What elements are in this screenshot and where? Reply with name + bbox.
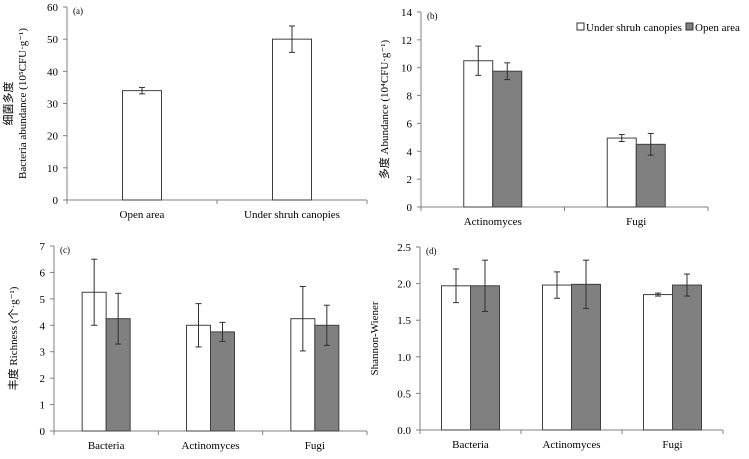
x-tick-label: Actinomyces	[464, 216, 522, 228]
y-tick-label: 3	[40, 347, 46, 359]
y-tick-label: 6	[40, 267, 46, 279]
panel-c: 0 1 2 3 4 5 6 7 Bacteria Actinomyces Fugi (c) 丰度 Ric…	[6, 241, 368, 452]
panel-b: 0 2 4 6 8 10 12 14 Actinomyces Fugi (b) 多度 Abundanc…	[377, 7, 740, 228]
y-axis-label: 细菌多度	[1, 82, 15, 126]
y-tick-label: 8	[407, 91, 413, 103]
y-tick-label: 14	[401, 7, 413, 19]
y-tick-label: 40	[47, 66, 59, 78]
bar	[210, 331, 235, 432]
legend-swatch	[685, 22, 694, 31]
y-axis-label: 多度 Abundance (10⁴CFU·g⁻¹)	[377, 39, 391, 179]
panel-label: (d)	[426, 246, 437, 256]
bar	[492, 70, 523, 208]
y-tick-label: 10	[47, 163, 59, 175]
bar	[463, 60, 494, 208]
panel-label: (a)	[73, 6, 83, 16]
y-tick-label: 1.5	[397, 315, 411, 327]
y-tick-label: 0.0	[397, 425, 411, 437]
y-tick-label: 12	[401, 35, 412, 47]
y-tick-label: 30	[47, 99, 59, 111]
panel-label: (c)	[60, 245, 70, 255]
bar	[672, 284, 702, 431]
y-tick-label: 2.5	[397, 242, 411, 254]
y-axis-label: 丰度 Richness (个·g⁻¹)	[6, 286, 20, 390]
bar	[272, 38, 312, 201]
x-tick-label: Bacteria	[452, 439, 489, 451]
x-tick-label: Fugi	[662, 439, 682, 451]
y-tick-label: 4	[40, 320, 46, 332]
x-tick-label: Actinomyces	[181, 440, 239, 452]
bar	[542, 284, 572, 431]
bar	[122, 90, 162, 201]
y-tick-label: 0.5	[397, 388, 411, 400]
y-tick-label: 6	[407, 118, 413, 130]
panel-label: (b)	[427, 11, 438, 21]
bar	[441, 285, 471, 431]
y-tick-label: 60	[47, 2, 59, 14]
y-tick-label: 10	[401, 63, 413, 75]
x-tick-label: Under shruh canopies	[244, 209, 340, 221]
panel-d: 0.0 0.5 1.0 1.5 2.0 2.5 Bacteria Actinomyces Fug…	[369, 242, 724, 451]
y-axis-label: Bacteria abundance (10⁵CFU·g⁻¹)	[17, 28, 29, 179]
x-tick-label: Bacteria	[88, 440, 125, 452]
y-tick-label: 2	[407, 174, 413, 186]
y-tick-label: 0	[407, 202, 413, 214]
bar	[643, 294, 673, 431]
y-tick-label: 4	[407, 146, 413, 158]
y-tick-label: 1	[40, 400, 46, 412]
legend: Under shruh canopies Open area	[576, 22, 740, 34]
y-tick-label: 0	[40, 426, 46, 438]
y-tick-label: 5	[40, 294, 46, 306]
legend-label: Open area	[695, 22, 740, 34]
x-tick-label: Fugi	[305, 440, 325, 452]
y-tick-label: 1.0	[397, 352, 411, 364]
y-axis-label: Shannon-Wiener	[369, 301, 381, 375]
y-tick-label: 7	[40, 241, 46, 253]
legend-swatch	[576, 22, 585, 31]
legend-label: Under shruh canopies	[586, 22, 682, 34]
panel-a: 0 10 20 30 40 50 60 Open area Under shruh canopi…	[1, 2, 368, 221]
x-tick-label: Fugi	[626, 216, 646, 228]
x-tick-label: Open area	[120, 209, 165, 221]
y-tick-label: 50	[47, 34, 59, 46]
y-tick-label: 2.0	[397, 279, 411, 291]
y-tick-label: 20	[47, 131, 59, 143]
y-tick-label: 2	[40, 373, 46, 385]
y-tick-label: 0	[53, 195, 59, 207]
bar	[606, 137, 637, 208]
x-tick-label: Actinomyces	[542, 439, 600, 451]
